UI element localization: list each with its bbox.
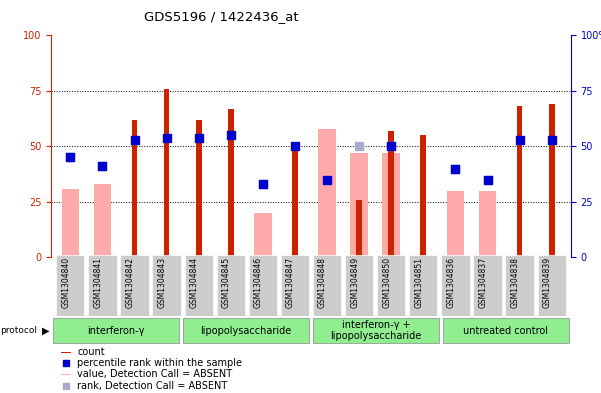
Text: value, Detection Call = ABSENT: value, Detection Call = ABSENT (77, 369, 232, 380)
Point (162, 134, 171, 141)
FancyBboxPatch shape (183, 318, 309, 343)
Point (258, 181, 267, 187)
Text: interferon-γ: interferon-γ (87, 325, 145, 336)
Text: GSM1304848: GSM1304848 (318, 257, 327, 308)
Text: GSM1304837: GSM1304837 (478, 257, 487, 309)
Bar (345, 255, 373, 316)
Text: protocol: protocol (1, 326, 38, 335)
Text: GSM1304851: GSM1304851 (414, 257, 423, 308)
Text: GSM1304844: GSM1304844 (190, 257, 199, 309)
Text: GSM1304841: GSM1304841 (93, 257, 102, 308)
Point (483, 176, 492, 183)
Point (322, 176, 332, 183)
Bar (537, 255, 566, 316)
Bar (313, 255, 341, 316)
Text: GSM1304845: GSM1304845 (222, 257, 231, 309)
Bar (409, 255, 438, 316)
Point (451, 165, 460, 172)
Text: GSM1304836: GSM1304836 (447, 257, 456, 309)
Text: GSM1304849: GSM1304849 (350, 257, 359, 309)
Point (355, 143, 364, 149)
Bar (292, 149, 298, 257)
Bar (88, 255, 117, 316)
Point (130, 137, 139, 143)
Bar (94, 184, 111, 257)
Point (386, 143, 396, 149)
Bar (61, 189, 79, 257)
Point (97, 163, 107, 169)
Point (66, 154, 75, 161)
Point (97, 163, 107, 169)
Bar (120, 255, 148, 316)
Bar (56, 255, 85, 316)
Text: GSM1304843: GSM1304843 (157, 257, 166, 309)
Bar (447, 191, 464, 257)
Point (483, 176, 492, 183)
Bar (217, 255, 245, 316)
Text: untreated control: untreated control (463, 325, 549, 336)
Text: count: count (77, 347, 105, 357)
Bar (421, 135, 426, 257)
Bar (163, 89, 169, 257)
Point (290, 143, 300, 149)
Bar (319, 129, 336, 257)
Bar (505, 255, 534, 316)
Bar (549, 104, 555, 257)
FancyBboxPatch shape (53, 318, 179, 343)
Text: GSM1304842: GSM1304842 (126, 257, 135, 308)
Point (547, 137, 557, 143)
Text: GSM1304850: GSM1304850 (382, 257, 391, 309)
Bar (185, 255, 213, 316)
Bar (61, 374, 71, 375)
Text: GSM1304840: GSM1304840 (61, 257, 70, 309)
Text: lipopolysaccharide: lipopolysaccharide (200, 325, 291, 336)
Point (66, 154, 75, 161)
Text: GSM1304847: GSM1304847 (286, 257, 295, 309)
Bar (228, 108, 234, 257)
Bar (350, 153, 368, 257)
Point (226, 132, 236, 138)
Point (451, 165, 460, 172)
Point (386, 143, 396, 149)
Text: rank, Detection Call = ABSENT: rank, Detection Call = ABSENT (77, 380, 227, 391)
Text: interferon-γ +
lipopolysaccharide: interferon-γ + lipopolysaccharide (331, 320, 422, 341)
Text: percentile rank within the sample: percentile rank within the sample (77, 358, 242, 368)
Bar (388, 131, 394, 257)
FancyBboxPatch shape (443, 318, 569, 343)
Bar (153, 255, 181, 316)
Bar (517, 107, 522, 257)
Bar (441, 255, 469, 316)
Point (194, 134, 204, 141)
Bar (377, 255, 405, 316)
Point (258, 181, 267, 187)
FancyBboxPatch shape (313, 318, 439, 343)
Bar (61, 352, 71, 353)
Bar (281, 255, 309, 316)
Bar (254, 213, 272, 257)
Bar (478, 191, 496, 257)
Bar (132, 120, 138, 257)
Text: GDS5196 / 1422436_at: GDS5196 / 1422436_at (144, 10, 299, 23)
Bar (382, 153, 400, 257)
Text: ▶: ▶ (41, 325, 49, 336)
Bar (474, 255, 502, 316)
Point (515, 137, 525, 143)
Text: GSM1304838: GSM1304838 (511, 257, 520, 308)
Bar (356, 200, 362, 257)
Text: GSM1304839: GSM1304839 (543, 257, 552, 309)
Bar (249, 255, 277, 316)
Bar (196, 120, 201, 257)
Text: GSM1304846: GSM1304846 (254, 257, 263, 309)
